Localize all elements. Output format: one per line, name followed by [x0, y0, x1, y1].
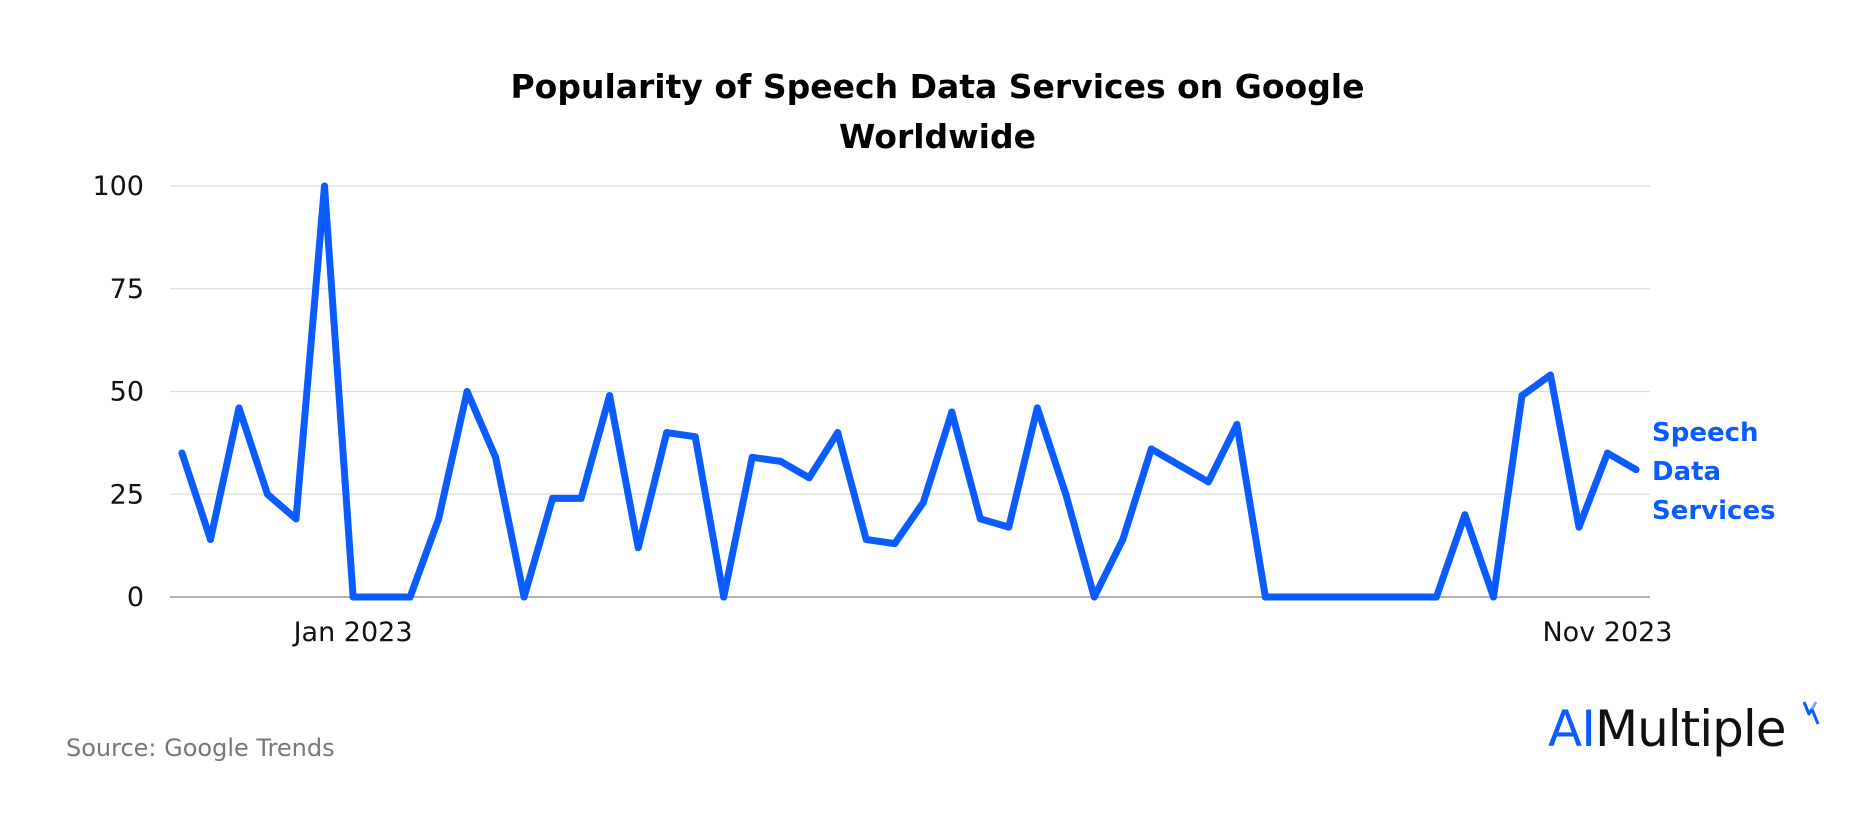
data-point	[720, 593, 728, 601]
data-point	[1518, 392, 1526, 400]
data-point	[1062, 490, 1070, 498]
data-point	[577, 494, 585, 502]
logo-spark-icon	[1802, 701, 1820, 725]
logo-multiple-text: Multiple	[1594, 700, 1787, 758]
data-point	[1546, 371, 1554, 379]
x-tick-label: Jan 2023	[292, 617, 413, 648]
data-point	[1375, 593, 1383, 601]
data-point	[862, 535, 870, 543]
data-point	[292, 515, 300, 523]
data-point	[549, 494, 557, 502]
data-point	[1005, 523, 1013, 531]
data-point	[178, 449, 186, 457]
data-point	[1119, 535, 1127, 543]
data-point	[463, 388, 471, 395]
data-point	[264, 490, 272, 498]
data-point	[1090, 593, 1098, 601]
data-point	[1432, 593, 1440, 601]
data-point	[891, 540, 899, 548]
data-point	[748, 453, 756, 461]
chart-title-line-1: Popularity of Speech Data Services on Go…	[510, 67, 1365, 106]
data-point	[1176, 461, 1184, 469]
data-point	[235, 404, 243, 412]
data-point	[520, 593, 528, 601]
series-label-line: Data	[1652, 457, 1721, 487]
data-point	[691, 433, 699, 441]
logo-ai-text: AI	[1548, 700, 1596, 758]
y-tick-label: 75	[110, 274, 144, 305]
data-point	[834, 429, 842, 437]
data-point	[606, 392, 614, 400]
data-point	[435, 515, 443, 523]
data-point	[1147, 445, 1155, 453]
aimultiple-logo: AIMultiple	[1548, 700, 1787, 758]
data-point	[349, 593, 357, 601]
source-note: Source: Google Trends	[66, 734, 335, 762]
data-point	[1261, 593, 1269, 601]
data-point	[492, 453, 500, 461]
chart-title-line-2: Worldwide	[839, 117, 1036, 156]
data-point	[777, 457, 785, 465]
data-point	[1347, 593, 1355, 601]
data-point	[1318, 593, 1326, 601]
y-tick-label: 25	[110, 479, 144, 510]
series-label-line: Services	[1652, 496, 1776, 526]
series-line-speech-data-services	[178, 182, 1640, 601]
data-point	[948, 408, 956, 416]
chart-title: Popularity of Speech Data Services on Go…	[0, 62, 1875, 162]
y-tick-label: 0	[127, 582, 144, 613]
data-point	[663, 429, 671, 437]
data-point	[406, 593, 414, 601]
data-point	[1033, 404, 1041, 412]
data-point	[321, 182, 329, 190]
series-label: Speech Data Services	[1652, 418, 1776, 526]
series-labels: Speech Data Services	[1652, 418, 1776, 526]
data-point	[1632, 466, 1640, 474]
data-point	[1603, 449, 1611, 457]
data-point	[1204, 478, 1212, 486]
data-point	[976, 515, 984, 523]
data-point	[207, 535, 215, 543]
data-point	[1404, 593, 1412, 601]
data-point	[805, 474, 813, 482]
y-axis-tick-labels: 0 25 50 75 100	[92, 171, 144, 613]
data-point	[1290, 593, 1298, 601]
data-point	[1233, 420, 1241, 428]
y-tick-label: 100	[92, 171, 144, 202]
data-point	[1575, 523, 1583, 531]
series-lines	[178, 182, 1640, 601]
y-tick-label: 50	[110, 377, 144, 408]
data-point	[1461, 511, 1469, 519]
grid-lines	[170, 185, 1650, 598]
x-axis-tick-labels: Jan 2023 Nov 2023	[292, 617, 1673, 648]
data-point	[634, 544, 642, 552]
data-point	[378, 593, 386, 601]
series-label-line: Speech	[1652, 418, 1759, 448]
x-tick-label: Nov 2023	[1542, 617, 1672, 648]
data-point	[1489, 593, 1497, 601]
data-point	[919, 498, 927, 506]
